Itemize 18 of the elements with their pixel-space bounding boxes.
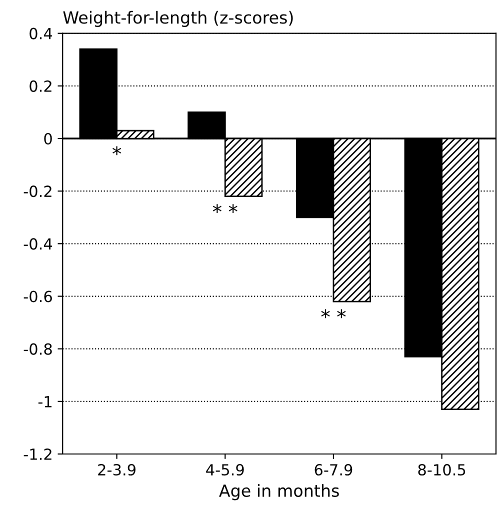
y-tick-label: 0.2 (30, 80, 52, 92)
x-tick-label: 8-10.5 (418, 464, 466, 476)
y-tick-label: 0 (44, 132, 52, 145)
y-tick-label: -0.6 (24, 290, 52, 302)
x-tick-label: 4-5.9 (206, 464, 244, 476)
annotation: * * (321, 309, 346, 318)
y-tick-label: -0.8 (24, 343, 52, 355)
y-axis-title: Weight-for-length (z-scores) (63, 10, 293, 28)
x-tick-label: 6-7.9 (314, 464, 352, 476)
y-tick-label: -1 (38, 396, 52, 408)
y-tick-label: -0.2 (24, 186, 52, 198)
x-axis-title: Age in months (219, 484, 339, 500)
y-tick-label: -1.2 (24, 448, 52, 460)
y-tick-label: -0.4 (24, 238, 52, 250)
y-tick-label: 0.4 (30, 28, 52, 40)
x-tick-label: 2-3.9 (98, 464, 136, 476)
annotation: * * (212, 204, 238, 213)
annotation: * (112, 146, 122, 156)
